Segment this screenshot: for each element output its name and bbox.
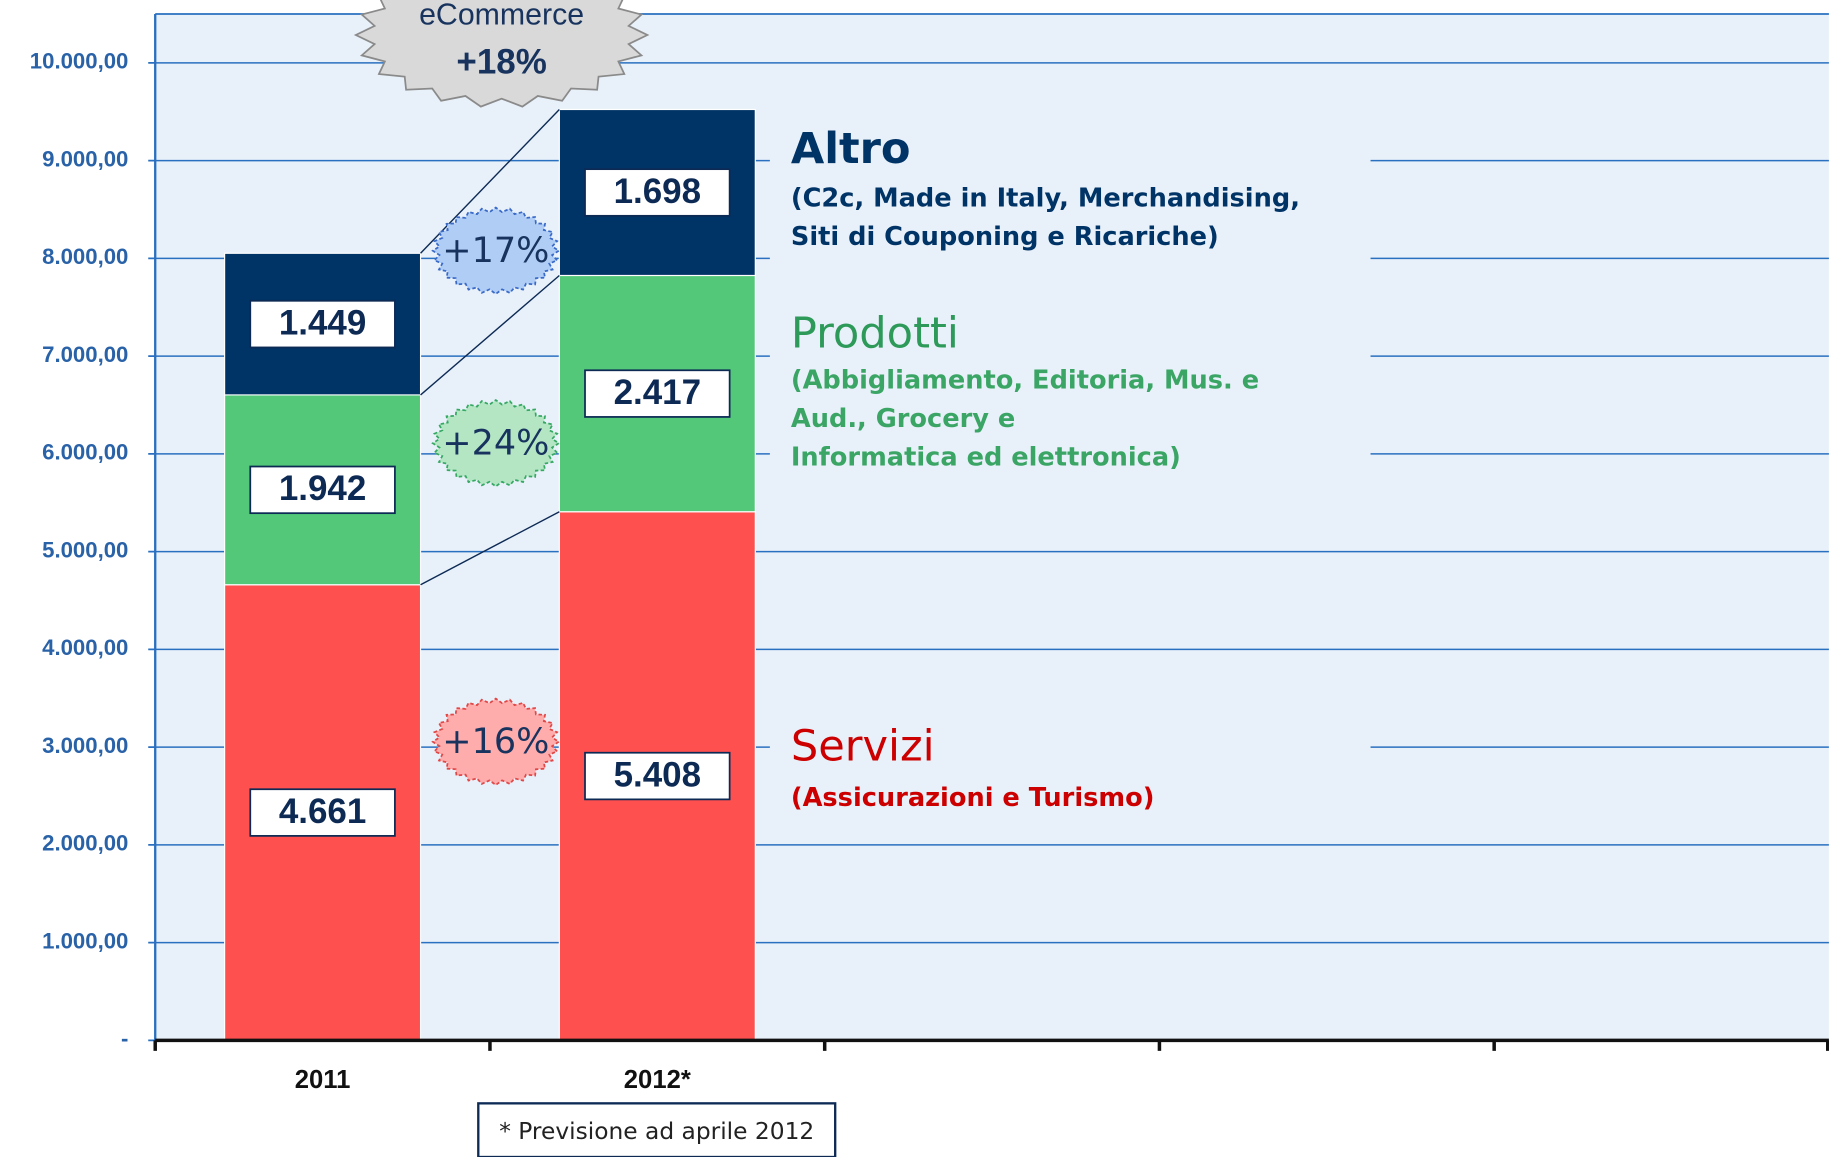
y-tick-label: 5.000,00: [42, 537, 128, 562]
y-tick-label: 7.000,00: [42, 342, 128, 367]
legend-title: Altro: [791, 124, 911, 174]
y-tick-label: 9.000,00: [42, 146, 128, 171]
legend-description: (Assicurazioni e Turismo): [791, 783, 1155, 813]
value-label: 1.698: [614, 172, 702, 211]
legend-description: Siti di Couponing e Ricariche): [791, 222, 1219, 252]
note-box: [477, 1102, 837, 1157]
value-label: 1.942: [279, 469, 367, 508]
y-tick-label: 8.000,00: [42, 244, 128, 269]
value-label-box: [584, 751, 731, 801]
legend-bg: [769, 122, 1371, 487]
y-tick-label: 3.000,00: [42, 733, 128, 758]
legend-description: Aud., Grocery e: [791, 404, 1015, 434]
legend-title: Servizi: [791, 721, 935, 771]
growth-label: +24%: [442, 423, 549, 463]
legend-description: (C2c, Made in Italy, Merchandising,: [791, 183, 1300, 213]
y-tick-label: -: [121, 1026, 128, 1051]
growth-badge: [431, 206, 561, 295]
total-badge: [353, 0, 650, 108]
y-tick-label: 1.000,00: [42, 928, 128, 953]
value-label: 1.449: [279, 304, 367, 343]
growth-badge: [431, 398, 561, 488]
value-label-box: [249, 465, 396, 515]
connector: [420, 274, 560, 396]
x-tick-label: 2012*: [624, 1066, 691, 1094]
growth-label: +16%: [442, 722, 549, 762]
value-label: 2.417: [614, 373, 702, 412]
note: * Previsione ad aprile 2012: [499, 1118, 814, 1145]
growth-label: +17%: [442, 231, 549, 271]
y-tick-label: 4.000,00: [42, 635, 128, 660]
y-tick-label: 6.000,00: [42, 440, 128, 465]
legend-description: Informatica ed elettronica): [791, 442, 1181, 472]
value-label: 5.408: [614, 755, 702, 794]
connector: [420, 511, 560, 586]
growth-badge: [431, 697, 561, 787]
value-label-box: [584, 369, 731, 418]
value-label-box: [584, 168, 731, 217]
x-tick-label: 2011: [295, 1066, 351, 1094]
y-tick-label: 2.000,00: [42, 831, 128, 856]
value-label-box: [249, 299, 396, 349]
value-label: 4.661: [279, 792, 367, 831]
total-badge-growth: +18%: [456, 42, 546, 81]
legend-title: Prodotti: [791, 308, 959, 358]
total-badge-title: eCommerce: [419, 0, 584, 31]
legend-description: (Abbigliamento, Editoria, Mus. e: [791, 365, 1259, 395]
value-label-box: [249, 788, 396, 837]
y-tick-label: 10.000,00: [30, 49, 129, 74]
legend-bg: [769, 713, 1371, 825]
connector: [420, 109, 560, 254]
